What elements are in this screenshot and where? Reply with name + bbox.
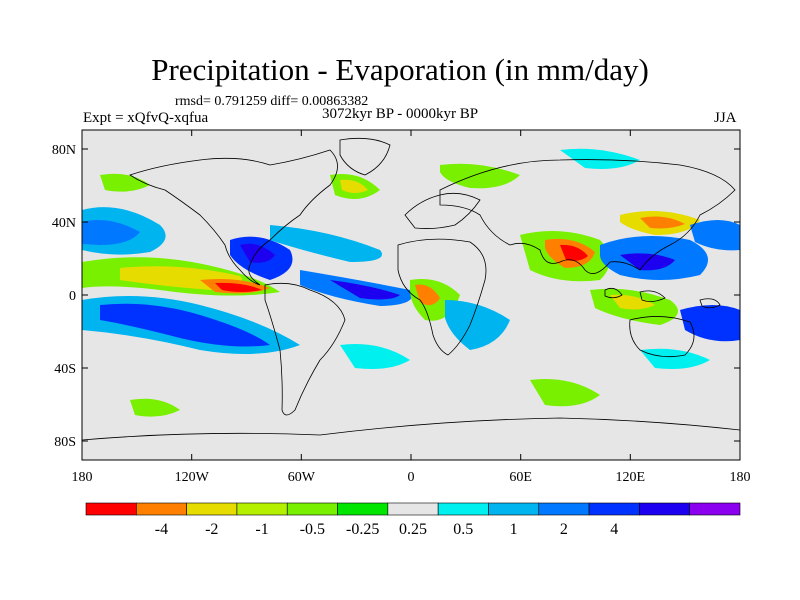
colorbar <box>85 502 741 516</box>
colorbar-label: -1 <box>255 521 268 538</box>
colorbar-label: -2 <box>205 521 218 538</box>
colorbar-label: -4 <box>155 521 168 538</box>
lon-tick-label: 180 <box>730 470 751 485</box>
lon-tick-label: 120W <box>175 470 210 485</box>
lon-tick-label: 0 <box>408 470 415 485</box>
colorbar-label: -0.5 <box>300 521 325 538</box>
colorbar-label: 0.5 <box>453 521 473 538</box>
colorbar-label: 0.25 <box>399 521 427 538</box>
colorbar-swatch <box>588 502 640 516</box>
colorbar-label: -0.25 <box>346 521 379 538</box>
colorbar-swatch <box>639 502 690 516</box>
colorbar-swatch <box>236 502 288 516</box>
stats-label: rmsd= 0.791259 diff= 0.00863382 <box>175 94 369 109</box>
lat-tick-label: 40N <box>52 216 76 231</box>
map-title: Precipitation - Evaporation (in mm/day) <box>151 52 649 87</box>
lon-tick-label: 60E <box>509 470 532 485</box>
lat-tick-label: 40S <box>54 362 76 377</box>
lat-axis <box>82 148 740 442</box>
lon-tick-label: 120E <box>616 470 646 485</box>
colorbar-label: 1 <box>510 521 518 538</box>
lon-tick-labels: 180 120W 60W 0 60E 120E 180 <box>72 470 751 485</box>
colorbar-label: 4 <box>610 521 618 538</box>
lon-axis <box>81 130 741 460</box>
lon-tick-label: 60W <box>288 470 316 485</box>
lat-tick-label: 80N <box>52 143 76 158</box>
colorbar-swatch <box>136 502 187 516</box>
colorbar-swatch <box>437 502 489 516</box>
colorbar-swatch <box>337 502 389 516</box>
colorbar-swatch <box>286 502 338 516</box>
colorbar-labels: -4 -2 -1 -0.5 -0.25 0.25 0.5 1 2 4 <box>155 521 618 538</box>
lat-tick-labels: 80N 40N 0 40S 80S <box>52 143 76 450</box>
lat-tick-label: 0 <box>69 289 76 304</box>
experiment-label: Expt = xQfvQ-xqfua <box>83 110 209 126</box>
lon-tick-label: 180 <box>72 470 93 485</box>
colorbar-swatch <box>689 502 741 516</box>
colorbar-swatch <box>538 502 590 516</box>
colorbar-swatch <box>488 502 540 516</box>
colorbar-swatch <box>186 502 238 516</box>
lat-tick-label: 80S <box>54 435 76 450</box>
period-label: 3072kyr BP - 0000kyr BP <box>322 106 479 122</box>
colorbar-swatch <box>85 502 137 516</box>
anomaly-field <box>82 148 740 417</box>
map-panel <box>82 130 740 460</box>
coastlines <box>82 137 740 441</box>
colorbar-label: 2 <box>560 521 568 538</box>
season-label: JJA <box>714 110 737 126</box>
colorbar-swatch <box>387 502 439 516</box>
